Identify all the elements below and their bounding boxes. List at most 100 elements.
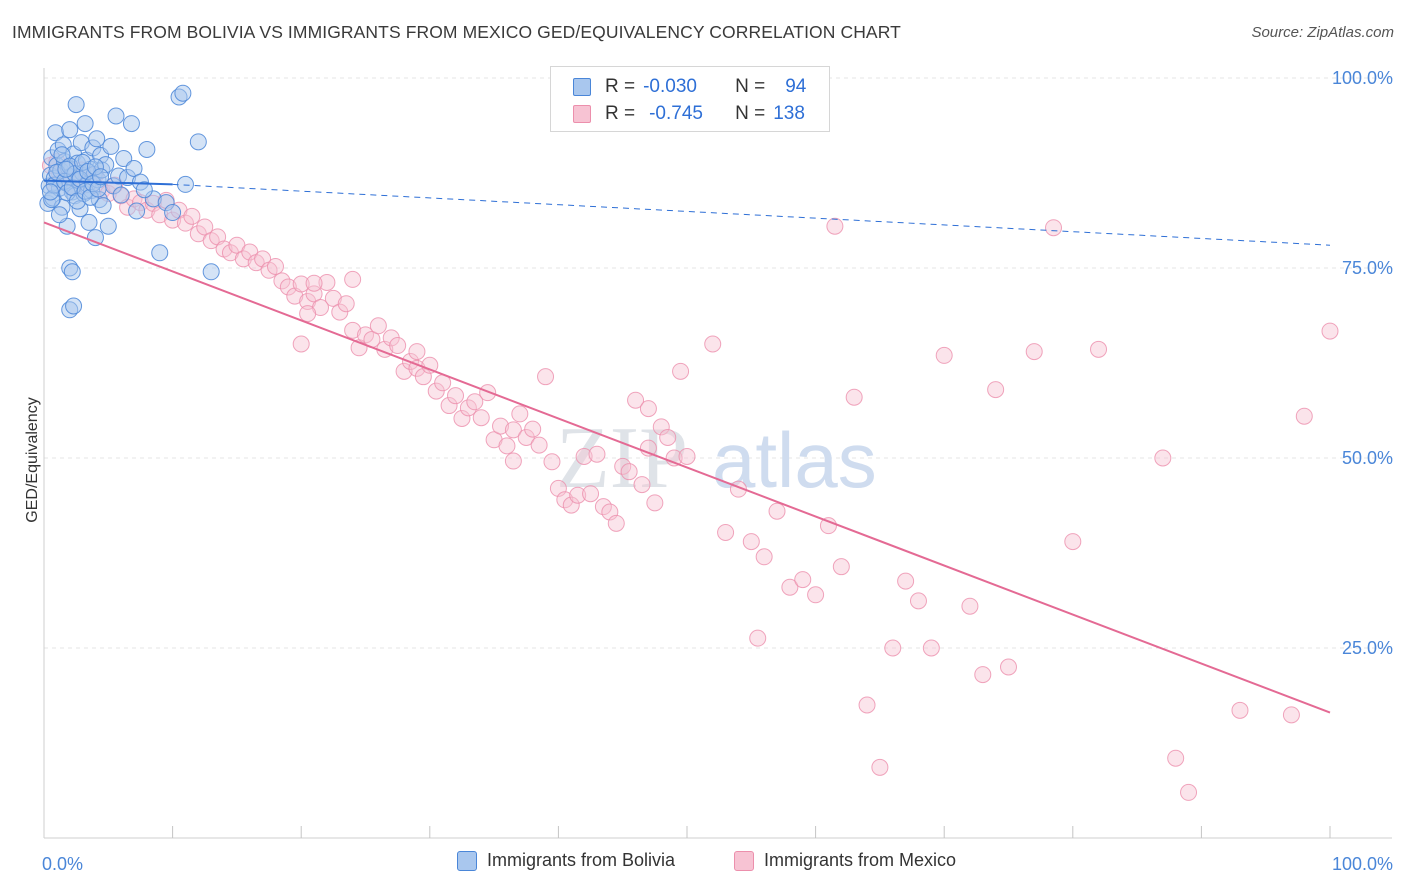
mexico-point	[479, 384, 497, 402]
mexico-point	[1167, 749, 1185, 767]
mexico-point	[459, 399, 477, 417]
bolivia-point	[189, 133, 207, 151]
y-tick-label: 100.0%	[1332, 68, 1393, 88]
mexico-point	[196, 218, 214, 236]
bolivia-point	[65, 297, 83, 315]
mexico-point	[742, 533, 760, 551]
mexico-point	[678, 447, 696, 465]
mexico-point	[620, 463, 638, 481]
tick-labels: 100.0% 75.0% 50.0% 25.0% 0.0% 100.0%	[42, 68, 1393, 874]
mexico-point	[897, 572, 915, 590]
mexico-point	[871, 758, 889, 776]
mexico-point	[755, 548, 773, 566]
mexico-point	[974, 666, 992, 684]
mexico-point	[344, 321, 362, 339]
mexico-point	[582, 485, 600, 503]
mexico-point	[543, 453, 561, 471]
mexico-point	[498, 437, 516, 455]
y-tick-label: 50.0%	[1342, 448, 1393, 468]
bolivia-point	[63, 263, 81, 281]
mexico-point	[273, 272, 291, 290]
mexico-point	[652, 418, 670, 436]
stats-legend: R = -0.030 N = 94 R = -0.745 N = 138	[550, 66, 830, 132]
mexico-point	[266, 257, 284, 275]
mexico-point	[807, 586, 825, 604]
mexico-point	[337, 295, 355, 313]
bolivia-point	[80, 213, 98, 231]
mexico-point	[961, 597, 979, 615]
bolivia-point	[86, 229, 104, 247]
mexico-point	[569, 486, 587, 504]
bolivia-point	[94, 197, 112, 215]
mexico-point	[749, 629, 767, 647]
bolivia-point	[128, 202, 146, 220]
mexico-point	[1025, 343, 1043, 361]
mexico-point	[1090, 340, 1108, 358]
mexico-point	[517, 428, 535, 446]
legend-bolivia-label: Immigrants from Bolivia	[487, 850, 676, 870]
legend-item-bolivia[interactable]: Immigrants from Bolivia	[457, 850, 675, 871]
mexico-point	[440, 397, 458, 415]
legend-bolivia-swatch	[457, 850, 477, 871]
mexico-point	[453, 409, 471, 427]
mexico-point	[627, 391, 645, 409]
bolivia-n-value: 94	[785, 76, 807, 97]
mexico-point	[421, 356, 439, 374]
mexico-point	[299, 305, 317, 323]
mexico-point	[659, 428, 677, 446]
mexico-point	[530, 436, 548, 454]
mexico-point	[935, 346, 953, 364]
bolivia-trend-solid	[43, 179, 173, 186]
bolivia-point	[202, 263, 220, 281]
bolivia-point	[164, 204, 182, 222]
legend-mexico-swatch	[734, 850, 754, 871]
mexico-point	[524, 420, 542, 438]
mexico-point	[447, 387, 465, 405]
trend-lines	[43, 179, 1331, 714]
mexico-point	[389, 337, 407, 355]
mexico-point	[537, 368, 555, 386]
bolivia-point	[125, 159, 143, 177]
mexico-point	[1231, 701, 1249, 719]
mexico-point	[344, 270, 362, 288]
source-note: Source: ZipAtlas.com	[1251, 24, 1394, 41]
x-tick-label-min: 0.0%	[42, 854, 83, 874]
chart-title: IMMIGRANTS FROM BOLIVIA VS IMMIGRANTS FR…	[12, 22, 901, 42]
bolivia-point	[107, 107, 125, 125]
mexico-point	[845, 388, 863, 406]
mexico-point	[331, 303, 349, 321]
mexico-point	[305, 274, 323, 292]
stats-legend-mexico: R = -0.745 N = 138	[573, 101, 805, 127]
bolivia-point	[41, 183, 59, 201]
mexico-point	[819, 517, 837, 535]
mexico-point	[794, 571, 812, 589]
bolivia-point	[50, 206, 68, 224]
legend-item-mexico[interactable]: Immigrants from Mexico	[734, 850, 956, 871]
mexico-point	[607, 514, 625, 532]
mexico-point	[369, 317, 387, 335]
mexico-point	[395, 362, 413, 380]
mexico-point	[492, 417, 510, 435]
mexico-point	[588, 445, 606, 463]
bolivia-point	[174, 84, 192, 102]
mexico-point	[1000, 658, 1017, 676]
mexico-point	[472, 409, 490, 427]
bolivia-point	[138, 140, 156, 158]
bolivia-r-value: -0.030	[643, 76, 697, 97]
mexico-trend	[43, 221, 1331, 714]
mexico-point	[183, 207, 201, 225]
mexico-point	[324, 289, 342, 307]
bolivia-point	[135, 181, 153, 199]
watermark-atlas: atlas	[712, 416, 877, 504]
x-tick-label-max: 100.0%	[1332, 854, 1393, 874]
mexico-point	[704, 335, 722, 353]
bolivia-point	[122, 115, 140, 133]
mexico-point	[279, 278, 297, 296]
mexico-point	[408, 343, 426, 361]
bolivia-point	[67, 96, 85, 114]
mexico-point	[511, 405, 529, 423]
mexico-point	[672, 362, 690, 380]
bolivia-point	[115, 150, 133, 168]
mexico-point	[781, 578, 799, 596]
legend-mexico-label: Immigrants from Mexico	[764, 850, 957, 870]
